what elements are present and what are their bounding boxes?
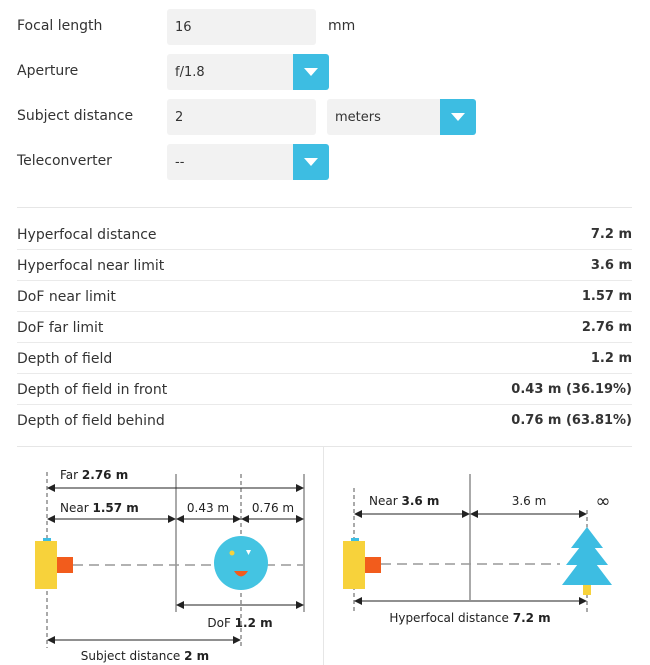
subject-distance-input[interactable]	[167, 99, 316, 135]
camera-icon	[343, 541, 365, 589]
result-label: Hyperfocal near limit	[17, 257, 165, 274]
result-value: 0.43 m (36.19%)	[511, 382, 632, 397]
camera-shutter	[351, 538, 359, 542]
result-value: 1.2 m	[590, 351, 632, 366]
camera-lens-icon	[365, 557, 381, 573]
chevron-down-icon	[304, 67, 318, 76]
infinity-icon: ∞	[596, 491, 611, 512]
row-divider	[17, 280, 632, 281]
subject-face-icon	[214, 536, 268, 590]
result-label: Depth of field in front	[17, 381, 168, 398]
aperture-value: f/1.8	[167, 54, 293, 90]
row-divider	[17, 342, 632, 343]
form-divider	[17, 207, 632, 208]
dof-label: DoF 1.2 m	[207, 616, 272, 630]
distance-unit-select[interactable]: meters	[327, 99, 476, 135]
subject-distance-label: Subject distance 2 m	[81, 649, 209, 663]
focal-length-input[interactable]	[167, 9, 316, 45]
tree-icon	[562, 527, 612, 595]
result-label: DoF near limit	[17, 288, 116, 305]
subject-distance-label: Subject distance	[17, 108, 134, 124]
teleconverter-value: --	[167, 144, 293, 180]
camera-icon	[35, 541, 57, 589]
result-row-dof-in-front: Depth of field in front 0.43 m (36.19%)	[17, 374, 632, 405]
hyperfocal-diagram: ∞ Near 3.6 m 3.6 m Hyperfocal distance 7…	[343, 474, 612, 625]
result-value: 1.57 m	[581, 289, 632, 304]
dof-diagram: Far 2.76 m Near 1.57 m 0.43 m 0.76 m DoF…	[35, 468, 305, 663]
hyper-near-label: Near 3.6 m	[369, 494, 439, 508]
result-label: Hyperfocal distance	[17, 226, 157, 243]
near-label: Near 1.57 m	[60, 501, 139, 515]
result-row-depth-of-field: Depth of field 1.2 m	[17, 343, 632, 374]
result-row-dof-far-limit: DoF far limit 2.76 m	[17, 312, 632, 343]
diagram-divider	[17, 446, 632, 447]
teleconverter-dropdown-button[interactable]	[293, 144, 329, 180]
aperture-dropdown-button[interactable]	[293, 54, 329, 90]
focal-length-label: Focal length	[17, 18, 103, 34]
result-label: Depth of field behind	[17, 412, 165, 429]
camera-lens-icon	[57, 557, 73, 573]
row-divider	[17, 404, 632, 405]
aperture-label: Aperture	[17, 63, 79, 79]
focal-length-unit: mm	[328, 18, 356, 34]
row-divider	[17, 249, 632, 250]
row-divider	[17, 311, 632, 312]
chevron-down-icon	[304, 157, 318, 166]
result-value: 2.76 m	[581, 320, 632, 335]
teleconverter-select[interactable]: --	[167, 144, 329, 180]
behind-label: 0.76 m	[252, 501, 294, 515]
chevron-down-icon	[451, 112, 465, 121]
between-label: 3.6 m	[512, 494, 547, 508]
camera-shutter	[43, 538, 51, 542]
aperture-select[interactable]: f/1.8	[167, 54, 329, 90]
result-value: 3.6 m	[590, 258, 632, 273]
result-row-dof-near-limit: DoF near limit 1.57 m	[17, 281, 632, 312]
diagram-separator	[323, 447, 324, 665]
result-label: DoF far limit	[17, 319, 104, 336]
result-label: Depth of field	[17, 350, 113, 367]
result-row-hyperfocal-distance: Hyperfocal distance 7.2 m	[17, 219, 632, 250]
distance-unit-dropdown-button[interactable]	[440, 99, 476, 135]
distance-unit-value: meters	[327, 99, 440, 135]
teleconverter-label: Teleconverter	[17, 153, 112, 169]
result-row-hyperfocal-near-limit: Hyperfocal near limit 3.6 m	[17, 250, 632, 281]
result-row-dof-behind: Depth of field behind 0.76 m (63.81%)	[17, 405, 632, 436]
row-divider	[17, 373, 632, 374]
far-label: Far 2.76 m	[60, 468, 128, 482]
hyperfocal-label: Hyperfocal distance 7.2 m	[389, 611, 550, 625]
result-value: 7.2 m	[590, 227, 632, 242]
front-label: 0.43 m	[187, 501, 229, 515]
result-value: 0.76 m (63.81%)	[511, 413, 632, 428]
